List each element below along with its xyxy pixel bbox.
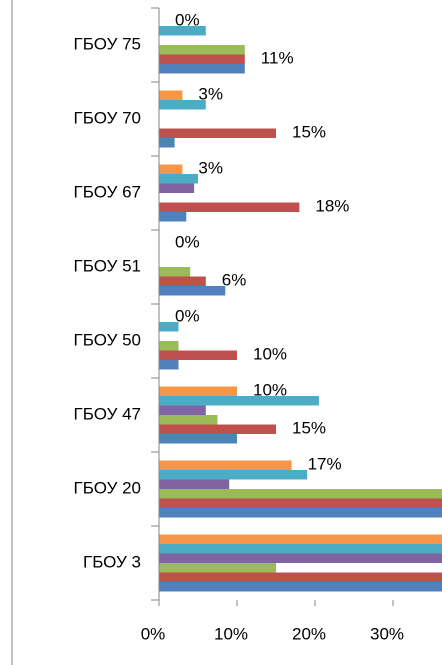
bar <box>159 489 442 499</box>
bar <box>159 54 245 64</box>
bar <box>159 128 276 138</box>
data-label: 11% <box>261 49 294 68</box>
bar <box>159 434 237 444</box>
data-label: 17% <box>308 455 342 474</box>
bar <box>159 460 292 470</box>
category-label: ГБОУ 75 <box>74 34 141 53</box>
bar <box>159 267 191 277</box>
bar <box>159 553 442 563</box>
bar <box>159 396 319 406</box>
bar <box>159 286 226 296</box>
category-label: ГБОУ 70 <box>74 108 141 127</box>
bar <box>159 202 300 212</box>
bar <box>159 424 276 434</box>
data-label: 10% <box>253 381 287 400</box>
data-label: 3% <box>198 85 223 104</box>
category-label: ГБОУ 51 <box>74 256 141 275</box>
bar <box>159 498 442 508</box>
bar <box>159 341 179 351</box>
x-tick-label: 10% <box>214 624 248 643</box>
x-tick-label: 30% <box>370 624 404 643</box>
category-label: ГБОУ 67 <box>74 182 141 201</box>
bar <box>159 405 206 415</box>
bar <box>159 572 442 582</box>
bar <box>159 534 442 544</box>
bar <box>159 64 245 74</box>
data-label: 0% <box>175 307 200 326</box>
x-tick-label: 20% <box>292 624 326 643</box>
data-label: 0% <box>175 233 200 252</box>
bar <box>159 100 206 110</box>
bar <box>159 45 245 55</box>
bar <box>159 350 237 360</box>
bar <box>159 479 230 489</box>
bar <box>159 276 206 286</box>
data-label: 6% <box>222 271 247 290</box>
bar <box>159 508 442 518</box>
bar <box>159 470 308 480</box>
data-label: 15% <box>292 123 326 142</box>
bar <box>159 563 276 573</box>
bar <box>159 138 175 148</box>
bar <box>159 415 218 425</box>
bar <box>159 26 206 36</box>
bar <box>159 90 183 100</box>
bar <box>159 164 183 174</box>
bar <box>159 582 442 592</box>
bar <box>159 544 442 554</box>
x-tick-label: 0% <box>141 624 166 643</box>
data-label: 3% <box>198 159 223 178</box>
bar <box>159 212 187 222</box>
plot-area <box>159 26 442 592</box>
category-label: ГБОУ 20 <box>74 478 141 497</box>
bar <box>159 183 195 193</box>
bar <box>159 322 179 332</box>
category-label: ГБОУ 50 <box>74 330 141 349</box>
bar <box>159 174 198 184</box>
data-label: 18% <box>315 197 349 216</box>
bar <box>159 386 237 396</box>
data-label: 0% <box>175 11 200 30</box>
data-label: 15% <box>292 419 326 438</box>
bar <box>159 360 179 370</box>
category-label: ГБОУ 3 <box>83 552 141 571</box>
data-label: 10% <box>253 345 287 364</box>
category-label: ГБОУ 47 <box>74 404 141 423</box>
